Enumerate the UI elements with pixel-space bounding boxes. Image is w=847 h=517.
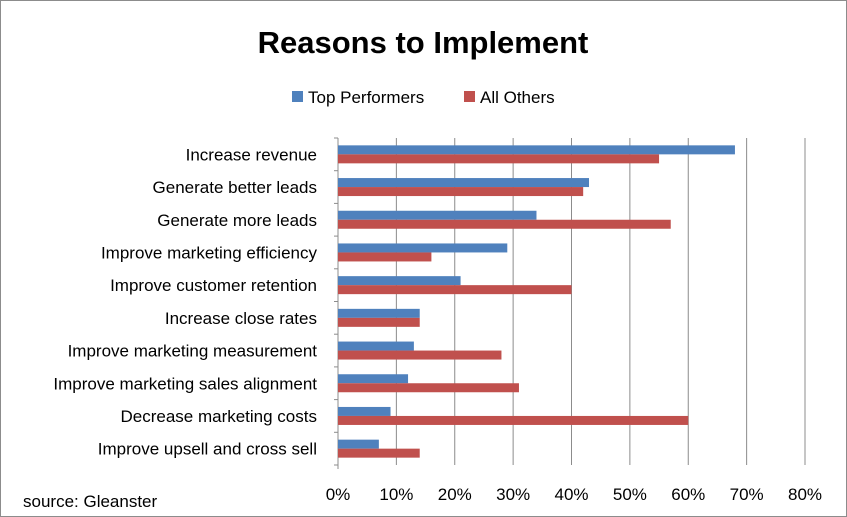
bar-top-performers [338, 439, 379, 449]
category-labels: Increase revenue Generate better leads Gen… [53, 145, 317, 458]
category-label: Improve marketing sales alignment [53, 374, 317, 393]
x-tick-labels: 0% 10% 20% 30% 40% 50% 60% 70% 80% [326, 485, 822, 504]
legend: Top Performers All Others [292, 88, 555, 107]
bar-top-performers [338, 341, 414, 351]
category-label: Improve upsell and cross sell [98, 440, 317, 459]
category-label: Generate more leads [157, 211, 317, 230]
x-tick-label: 40% [554, 485, 588, 504]
bar-top-performers [338, 406, 391, 416]
bar-all-others [338, 219, 671, 229]
bar-top-performers [338, 210, 537, 220]
x-tick-label: 70% [730, 485, 764, 504]
bar-all-others [338, 187, 584, 197]
bar-top-performers [338, 276, 461, 286]
bar-all-others [338, 350, 502, 360]
bar-top-performers [338, 243, 508, 253]
category-label: Improve marketing efficiency [101, 243, 318, 262]
bar-all-others [338, 285, 572, 295]
bar-top-performers [338, 308, 420, 318]
bars [338, 145, 735, 458]
category-label: Improve marketing measurement [68, 342, 318, 361]
source-note: source: Gleanster [23, 492, 158, 511]
category-label: Generate better leads [153, 178, 317, 197]
bar-all-others [338, 317, 420, 327]
category-label: Decrease marketing costs [120, 407, 317, 426]
x-tick-label: 10% [379, 485, 413, 504]
bar-top-performers [338, 374, 409, 384]
legend-swatch [292, 91, 303, 102]
bar-top-performers [338, 145, 735, 155]
bar-all-others [338, 252, 432, 262]
x-tick-label: 80% [788, 485, 822, 504]
bar-all-others [338, 448, 420, 458]
legend-swatch [464, 91, 475, 102]
bar-all-others [338, 154, 660, 164]
bar-top-performers [338, 178, 590, 188]
x-tick-label: 60% [671, 485, 705, 504]
legend-label: All Others [480, 88, 555, 107]
x-tick-label: 20% [438, 485, 472, 504]
category-label: Increase close rates [165, 309, 317, 328]
x-tick-label: 50% [613, 485, 647, 504]
chart-title: Reasons to Implement [258, 25, 589, 60]
category-label: Increase revenue [186, 145, 317, 164]
bar-all-others [338, 415, 689, 425]
legend-label: Top Performers [308, 88, 424, 107]
bar-all-others [338, 383, 519, 393]
x-tick-label: 0% [326, 485, 351, 504]
x-tick-label: 30% [496, 485, 530, 504]
category-label: Improve customer retention [110, 276, 317, 295]
